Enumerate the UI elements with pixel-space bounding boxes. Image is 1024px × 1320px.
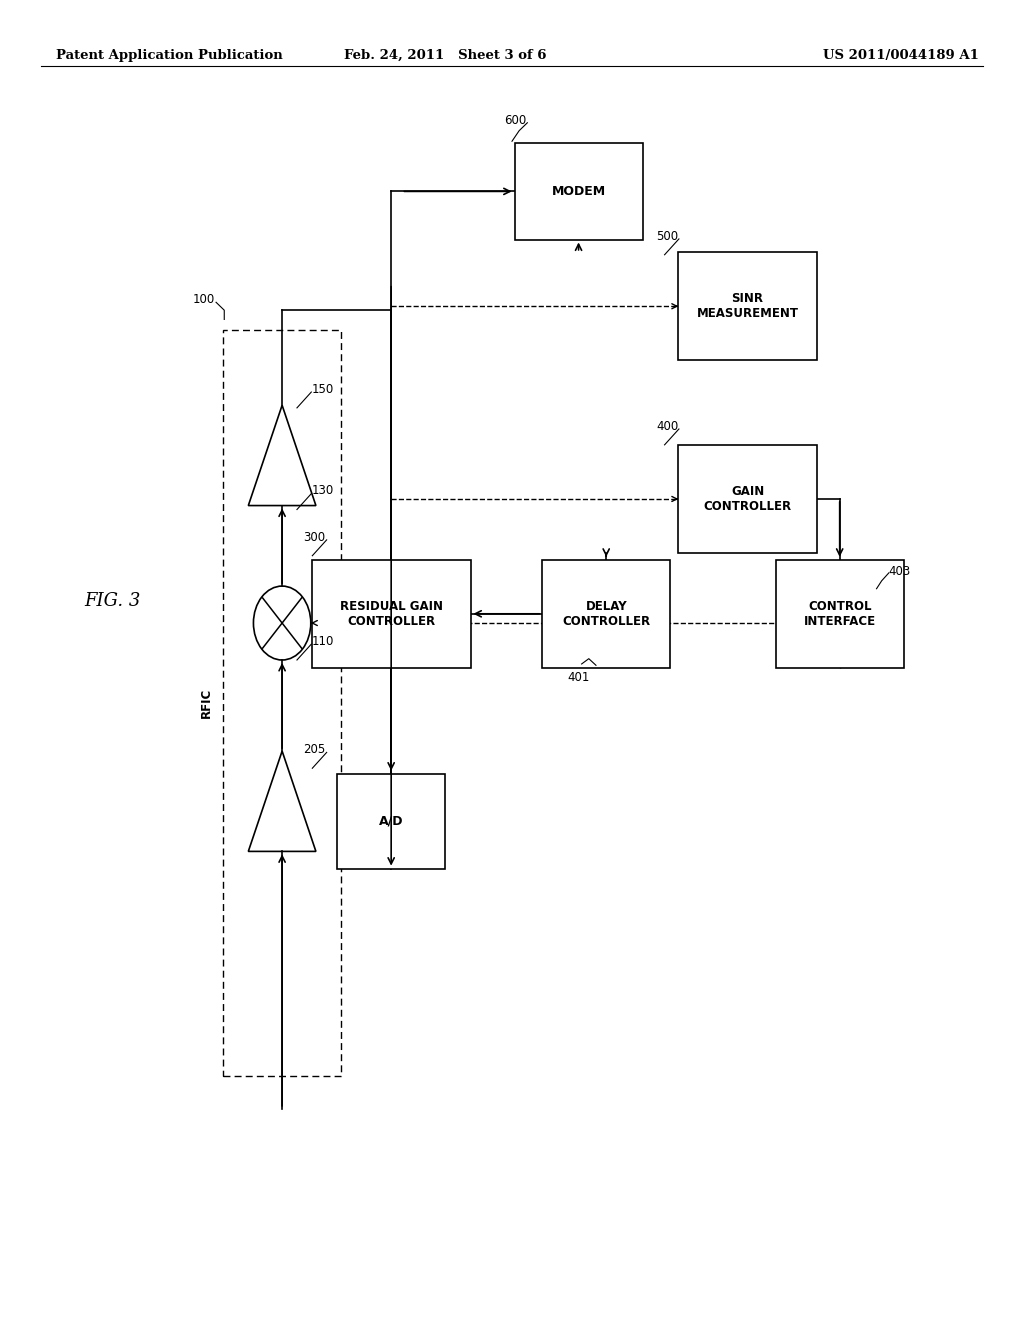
Text: RESIDUAL GAIN
CONTROLLER: RESIDUAL GAIN CONTROLLER (340, 599, 442, 628)
Text: RFIC: RFIC (200, 688, 213, 718)
Text: 110: 110 (311, 635, 334, 648)
FancyBboxPatch shape (678, 252, 817, 360)
Text: A/D: A/D (379, 814, 403, 828)
Text: CONTROL
INTERFACE: CONTROL INTERFACE (804, 599, 876, 628)
Text: 100: 100 (193, 293, 215, 306)
Text: FIG. 3: FIG. 3 (84, 591, 140, 610)
FancyBboxPatch shape (311, 560, 471, 668)
Text: 400: 400 (656, 420, 679, 433)
Text: GAIN
CONTROLLER: GAIN CONTROLLER (703, 484, 792, 513)
Text: 401: 401 (567, 671, 590, 684)
Text: Feb. 24, 2011   Sheet 3 of 6: Feb. 24, 2011 Sheet 3 of 6 (344, 49, 547, 62)
Text: US 2011/0044189 A1: US 2011/0044189 A1 (823, 49, 979, 62)
Text: 150: 150 (311, 383, 334, 396)
Text: 403: 403 (889, 565, 911, 578)
FancyBboxPatch shape (514, 144, 643, 240)
FancyBboxPatch shape (678, 445, 817, 553)
Text: MODEM: MODEM (552, 185, 605, 198)
Text: 205: 205 (303, 743, 326, 756)
Text: DELAY
CONTROLLER: DELAY CONTROLLER (562, 599, 650, 628)
Text: SINR
MEASUREMENT: SINR MEASUREMENT (696, 292, 799, 321)
Text: Patent Application Publication: Patent Application Publication (56, 49, 283, 62)
FancyBboxPatch shape (776, 560, 903, 668)
Text: 300: 300 (303, 531, 326, 544)
FancyBboxPatch shape (543, 560, 670, 668)
Bar (223, 330, 341, 1076)
Text: 600: 600 (504, 114, 526, 127)
FancyBboxPatch shape (338, 774, 444, 869)
Text: 130: 130 (311, 484, 334, 498)
Text: 500: 500 (656, 230, 679, 243)
